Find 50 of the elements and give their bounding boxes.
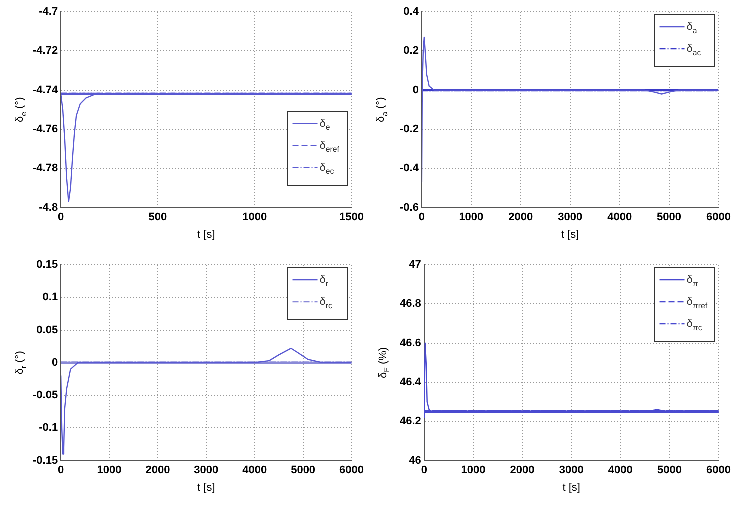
x-axis-title: t [s]	[561, 228, 580, 241]
y-tick-label: -4.72	[32, 45, 58, 58]
x-tick-label: 3000	[558, 211, 583, 224]
x-tick-label: 6000	[706, 464, 732, 476]
y-tick-label: 0.2	[404, 45, 419, 58]
y-tick-label: 46.4	[400, 376, 422, 389]
x-tick-label: 1000	[242, 211, 268, 224]
x-tick-label: 1000	[461, 464, 486, 476]
x-tick-label: 1000	[97, 464, 122, 476]
x-tick-label: 5000	[657, 464, 682, 476]
y-tick-label: -4.7	[39, 6, 58, 18]
x-tick-label: 5000	[291, 464, 316, 476]
y-tick-label: -0.1	[39, 422, 58, 434]
y-tick-label: -4.8	[39, 202, 58, 214]
x-tick-label: 2000	[510, 464, 535, 476]
y-tick-label: 47	[409, 259, 422, 272]
x-tick-label: 1000	[459, 211, 484, 224]
y-tick-label: 0	[52, 356, 58, 369]
y-tick-label: -0.4	[400, 162, 420, 175]
y-tick-label: 0.1	[42, 292, 58, 304]
y-tick-label: 46	[409, 454, 422, 467]
x-tick-label: 1500	[340, 211, 364, 224]
y-tick-label: -0.15	[32, 454, 58, 467]
x-tick-label: 2000	[146, 464, 170, 476]
y-tick-label: 46.6	[400, 337, 422, 350]
y-tick-label: 46.8	[400, 298, 422, 310]
y-tick-label: -4.74	[32, 84, 59, 96]
y-tick-label: -0.2	[400, 124, 419, 136]
x-tick-label: 500	[148, 211, 168, 224]
y-tick-label: -4.78	[32, 162, 58, 175]
x-tick-label: 4000	[242, 464, 268, 476]
y-tick-label: 0.15	[36, 259, 58, 272]
x-tick-label: 5000	[657, 211, 682, 224]
y-tick-label: -0.6	[400, 202, 419, 214]
x-tick-label: 3000	[559, 464, 584, 476]
y-tick-label: -4.76	[32, 124, 58, 136]
y-tick-label: 0	[412, 84, 419, 96]
x-tick-label: 4000	[608, 464, 633, 476]
x-tick-label: 3000	[194, 464, 219, 476]
y-tick-label: 46.2	[400, 416, 422, 428]
y-tick-label: 0.4	[404, 6, 420, 18]
x-tick-label: 4000	[608, 211, 632, 224]
y-tick-label: -0.05	[32, 390, 58, 402]
x-axis-title: t [s]	[562, 482, 580, 494]
x-tick-label: 6000	[340, 464, 364, 476]
x-tick-label: 2000	[508, 211, 534, 224]
x-axis-title: t [s]	[198, 482, 216, 494]
x-axis-title: t [s]	[198, 228, 216, 241]
x-tick-label: 6000	[706, 211, 732, 224]
y-tick-label: 0.05	[36, 324, 58, 336]
